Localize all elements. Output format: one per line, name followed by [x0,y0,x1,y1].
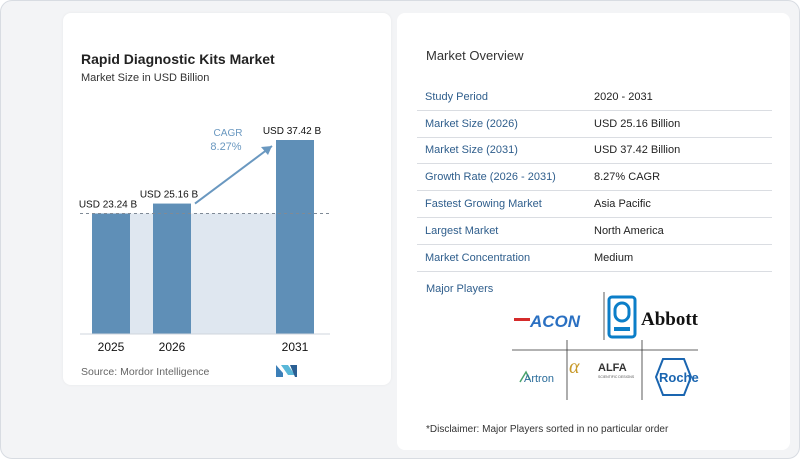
artron-logo-icon: Artron [519,370,554,385]
major-players-title: Major Players [426,283,494,295]
cagr-arrow-head [261,146,272,155]
alfa-logo-icon: α ALFA SCIENTIFIC DESIGNS [569,356,635,379]
overview-row-largest-market: Largest Market North America [417,218,772,245]
overview-row-study-period: Study Period 2020 - 2031 [417,84,772,111]
row-value: 8.27% CAGR [594,171,661,184]
data-label-2025: USD 23.24 B [79,200,138,211]
alfa-tagline: SCIENTIFIC DESIGNS [598,375,635,379]
row-value: USD 37.42 Billion [594,144,681,157]
bar-2025 [92,213,130,334]
abbott-logo-icon: Abbott [607,295,699,339]
cagr-value: 8.27% [210,141,241,153]
tick-label-2031: 2031 [282,340,309,354]
mordor-intelligence-logo-icon [276,365,297,377]
row-value: North America [594,224,664,237]
acon-logo-icon: ACON [514,312,581,331]
overview-card [397,13,790,450]
row-key: Market Size (2026) [425,117,518,130]
abbott-logo-text: Abbott [641,309,699,330]
artron-logo-text: Artron [524,373,554,385]
source-text: Source: Mordor Intelligence [81,366,210,378]
tick-label-2026: 2026 [159,340,186,354]
cagr-label: CAGR [214,128,243,139]
cagr-arrow [194,145,273,205]
bar-2031 [276,140,314,334]
tick-label-2025: 2025 [98,340,125,354]
overview-row-market-size-2031: Market Size (2031) USD 37.42 Billion [417,138,772,165]
overview-row-growth-rate: Growth Rate (2026 - 2031) 8.27% CAGR [417,164,772,192]
bar-2026 [153,203,191,334]
data-label-2031: USD 37.42 B [263,126,322,137]
overview-table: Study Period 2020 - 2031 Market Size (202… [417,84,772,272]
row-value: 2020 - 2031 [594,90,653,103]
alfa-logo-text: ALFA [598,362,627,374]
acon-logo-text: ACON [529,312,581,331]
roche-logo-text: Roche [659,370,699,385]
data-label-2026: USD 25.16 B [140,190,199,201]
row-value: Asia Pacific [594,198,651,211]
row-value: Medium [594,251,634,264]
row-value: USD 25.16 Billion [594,117,681,130]
chart-subtitle: Market Size in USD Billion [81,72,210,84]
row-key: Largest Market [425,224,499,237]
overview-row-concentration: Market Concentration Medium [417,245,772,272]
row-key: Market Concentration [425,251,531,264]
row-key: Market Size (2031) [425,144,518,157]
row-key: Fastest Growing Market [425,198,542,211]
row-key: Growth Rate (2026 - 2031) [425,171,556,184]
disclaimer-text: *Disclaimer: Major Players sorted in no … [426,424,669,435]
chart-title: Rapid Diagnostic Kits Market [81,51,275,67]
overview-row-market-size-2026: Market Size (2026) USD 25.16 Billion [417,111,772,138]
roche-logo-icon: Roche [654,358,699,396]
overview-title: Market Overview [426,48,524,63]
row-key: Study Period [425,90,488,103]
overview-row-fastest-growing: Fastest Growing Market Asia Pacific [417,191,772,218]
svg-text:α: α [569,356,580,378]
